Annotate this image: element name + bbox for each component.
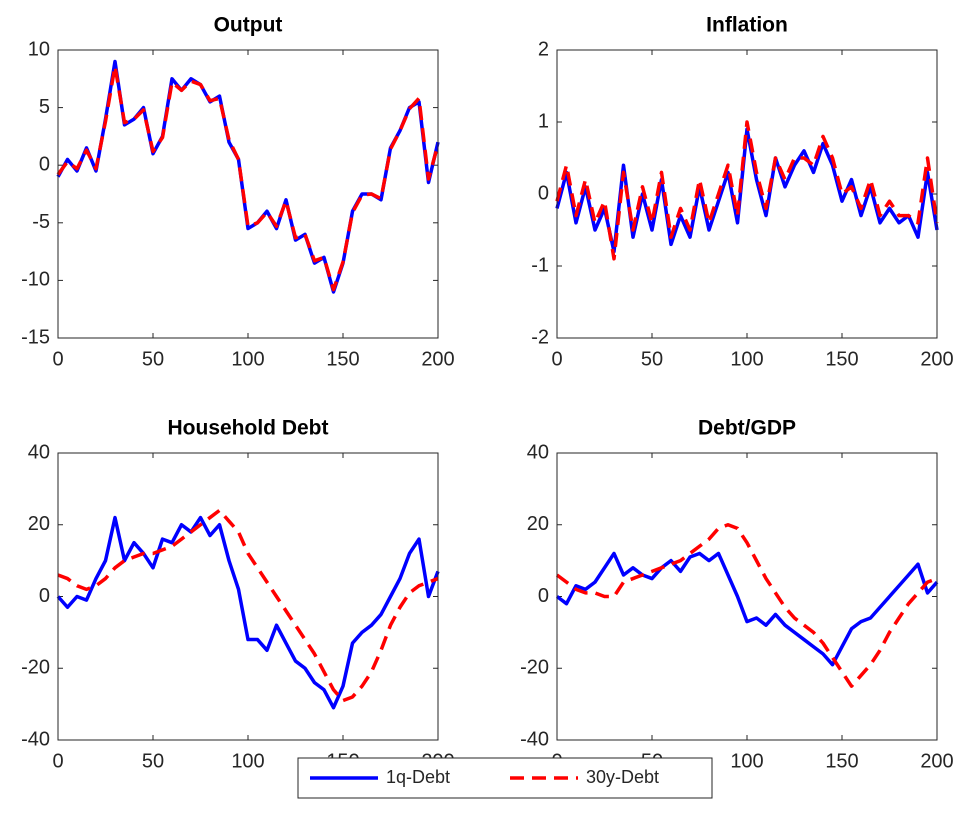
series-line	[56, 64, 440, 292]
y-tick-label: 40	[28, 441, 50, 463]
y-tick-label: 10	[28, 38, 50, 60]
y-tick-label: 40	[527, 441, 549, 463]
plot-area	[557, 453, 937, 740]
x-tick-label: 100	[730, 348, 763, 370]
series-line	[555, 523, 938, 688]
y-tick-label: -10	[21, 269, 50, 291]
plot-area	[58, 453, 438, 740]
y-tick-label: 1	[538, 110, 549, 132]
series-line	[56, 515, 440, 710]
x-tick-label: 0	[551, 348, 562, 370]
y-tick-label: -20	[520, 657, 549, 679]
chart-title: Inflation	[706, 14, 788, 37]
clip-group	[56, 59, 440, 294]
y-tick-label: -5	[32, 211, 50, 233]
x-tick-label: 0	[52, 348, 63, 370]
y-tick-label: -1	[531, 254, 549, 276]
series-line	[57, 508, 439, 703]
x-tick-label: 100	[730, 750, 763, 772]
y-tick-label: 0	[39, 153, 50, 175]
y-tick-label: 20	[527, 513, 549, 535]
y-tick-label: -40	[520, 728, 549, 750]
y-tick-label: 20	[28, 513, 50, 535]
legend-label: 1q-Debt	[386, 767, 450, 787]
y-tick-label: -2	[531, 326, 549, 348]
y-tick-label: -15	[21, 326, 50, 348]
axes-box	[556, 49, 938, 339]
x-tick-label: 200	[920, 750, 953, 772]
y-tick-label: 0	[39, 585, 50, 607]
x-tick-label: 50	[641, 348, 663, 370]
x-tick-label: 150	[825, 348, 858, 370]
y-tick-label: 0	[538, 182, 549, 204]
axes-box	[57, 49, 439, 339]
x-tick-label: 200	[920, 348, 953, 370]
series-line	[555, 551, 939, 667]
plot-area	[557, 50, 937, 338]
y-tick-label: 2	[538, 38, 549, 60]
y-tick-label: -40	[21, 728, 50, 750]
chart-title: Output	[214, 14, 283, 37]
x-tick-label: 50	[142, 750, 164, 772]
y-tick-label: -20	[21, 657, 50, 679]
x-tick-label: 100	[231, 750, 264, 772]
x-tick-label: 0	[52, 750, 63, 772]
chart-title: Debt/GDP	[698, 417, 796, 440]
axes-box	[57, 452, 439, 741]
y-tick-label: 5	[39, 96, 50, 118]
y-tick-label: 0	[538, 585, 549, 607]
clip-group	[555, 523, 939, 688]
chart-title: Household Debt	[168, 417, 329, 440]
axes-box	[556, 452, 938, 741]
series-line	[555, 120, 939, 261]
clip-group	[555, 120, 939, 261]
x-tick-label: 200	[421, 348, 454, 370]
x-tick-label: 100	[231, 348, 264, 370]
x-tick-label: 50	[142, 348, 164, 370]
legend-label: 30y-Debt	[586, 767, 659, 787]
x-tick-label: 150	[825, 750, 858, 772]
clip-group	[56, 508, 440, 710]
x-tick-label: 150	[326, 348, 359, 370]
